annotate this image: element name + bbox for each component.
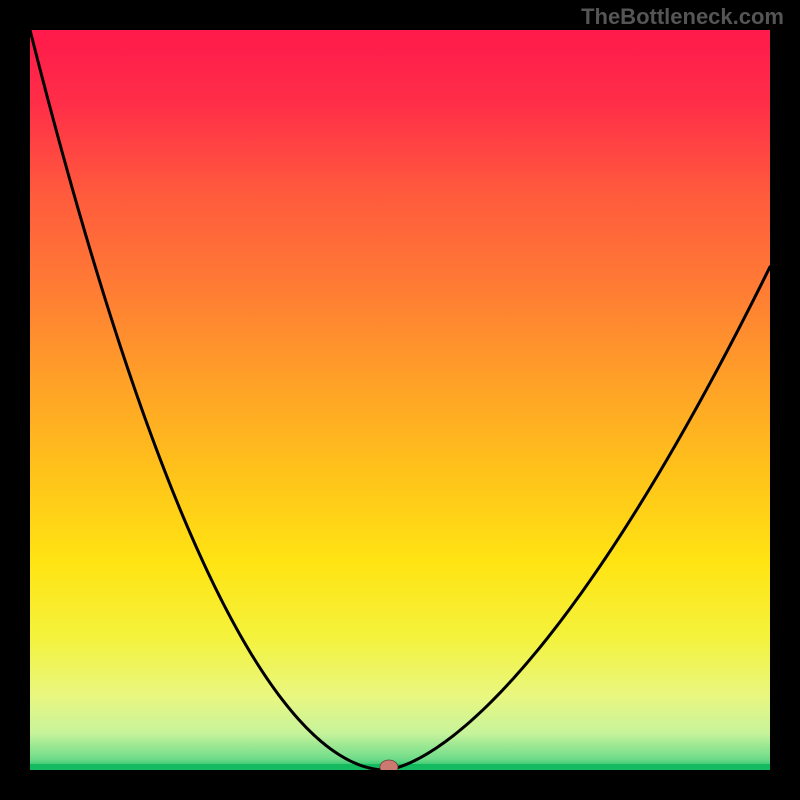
plot-background	[30, 30, 770, 770]
chart-svg	[0, 0, 800, 800]
border-right	[770, 0, 800, 800]
chart-root: TheBottleneck.com	[0, 0, 800, 800]
border-bottom	[0, 770, 800, 800]
border-top	[0, 0, 800, 30]
border-left	[0, 0, 30, 800]
